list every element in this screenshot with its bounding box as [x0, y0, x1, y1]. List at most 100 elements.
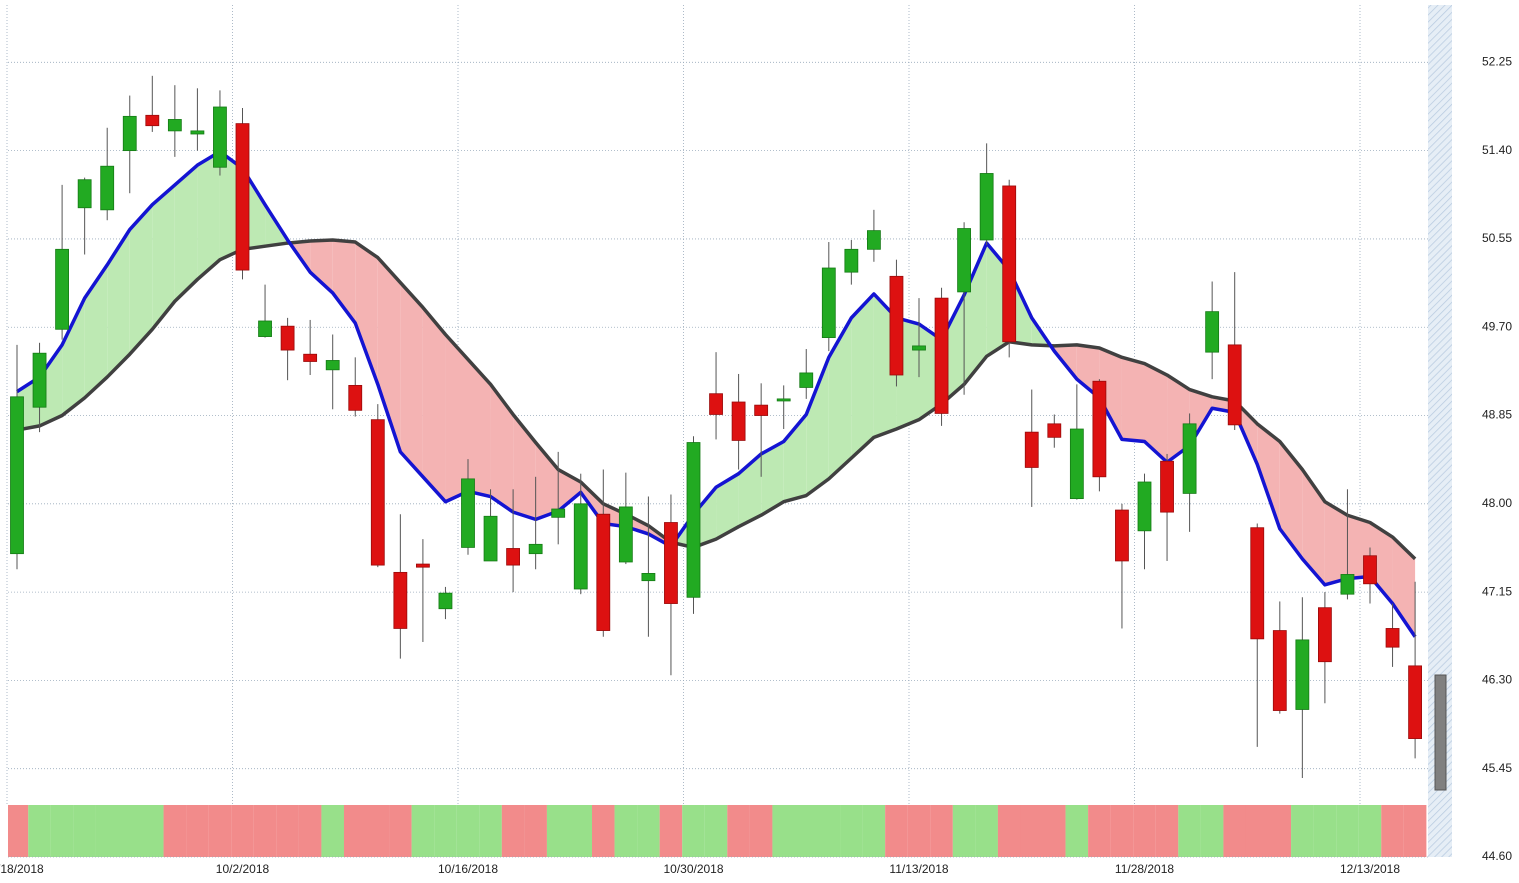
ma-fill	[738, 453, 762, 527]
signal-band	[1133, 805, 1156, 857]
candle-body	[1295, 639, 1310, 710]
signal-band	[8, 805, 29, 857]
candle-body	[438, 592, 453, 610]
candle-body	[55, 248, 69, 330]
x-tick-label: 10/30/2018	[663, 862, 723, 876]
candle-body	[912, 345, 926, 351]
signal-band	[569, 805, 593, 857]
signal-band	[1020, 805, 1044, 857]
signal-band	[276, 805, 299, 857]
signal-band	[592, 805, 615, 857]
candle-body	[799, 372, 814, 388]
ma-fill	[422, 307, 446, 502]
candle-body	[100, 165, 115, 211]
signal-band	[1313, 805, 1337, 857]
candle-body	[1024, 431, 1039, 468]
signal-band	[298, 805, 322, 857]
signal-band	[456, 805, 480, 857]
candle-body	[303, 353, 318, 362]
signal-band	[862, 805, 886, 857]
signal-band	[659, 805, 683, 857]
ma-fill	[1279, 441, 1303, 559]
candle-body	[709, 393, 723, 415]
signal-band	[975, 805, 998, 857]
signal-band	[749, 805, 773, 857]
signal-band	[704, 805, 728, 857]
candle-body	[1137, 481, 1152, 532]
signal-band	[186, 805, 209, 857]
candle-body	[1092, 380, 1107, 478]
candle-body	[122, 115, 137, 152]
candle-body	[167, 119, 182, 132]
ma-fill	[1257, 423, 1280, 529]
signal-band	[501, 805, 525, 857]
candle-body	[370, 419, 385, 566]
y-tick-label: 44.60	[1482, 849, 1512, 863]
candle-body	[1182, 423, 1197, 494]
signal-band	[163, 805, 187, 857]
signal-band	[546, 805, 570, 857]
signal-band	[73, 805, 96, 857]
candle-body	[821, 267, 836, 339]
ma-fill	[964, 243, 987, 385]
candle-body	[1318, 607, 1332, 663]
ma-fill	[716, 473, 739, 540]
candle-body	[190, 130, 205, 135]
signal-band	[794, 805, 818, 857]
ma-fill	[445, 334, 468, 502]
ma-fill	[400, 282, 423, 477]
signal-band	[50, 805, 74, 857]
signal-band	[1381, 805, 1404, 857]
candle-body	[957, 228, 971, 293]
candle-body	[1160, 460, 1174, 513]
candle-body	[731, 401, 746, 441]
signal-band	[28, 805, 51, 857]
y-tick-label: 50.55	[1482, 231, 1512, 245]
candle-body	[844, 248, 859, 273]
candle-body	[686, 442, 701, 598]
candle-body	[1115, 509, 1129, 562]
candle-body	[415, 563, 430, 568]
candle-body	[776, 398, 791, 402]
candle-body	[528, 543, 543, 555]
moving-average	[16, 238, 1417, 561]
signal-band	[95, 805, 119, 857]
signal-band	[1336, 805, 1359, 857]
y-tick-label: 46.30	[1482, 673, 1512, 687]
signal-band	[366, 805, 390, 857]
signal-band	[1110, 805, 1134, 857]
candle-body	[1363, 555, 1377, 585]
x-tick-label: 11/13/2018	[889, 862, 948, 876]
signal-band	[1178, 805, 1201, 857]
ma-fill	[84, 264, 108, 398]
ma-fill	[513, 414, 536, 520]
candle-body	[393, 571, 408, 629]
candle-body	[32, 352, 47, 408]
signal-band	[479, 805, 502, 857]
signal-band	[997, 805, 1021, 857]
candle-body	[618, 506, 633, 563]
candle-body	[979, 173, 994, 241]
signal-band	[614, 805, 638, 857]
candle-body	[1069, 428, 1084, 500]
signal-band	[907, 805, 931, 857]
candle-body	[1205, 311, 1220, 353]
candle-body	[145, 114, 160, 127]
ma-fill	[490, 384, 514, 513]
candle-body	[573, 503, 588, 590]
signal-band	[208, 805, 232, 857]
y-tick-label: 52.25	[1482, 54, 1512, 68]
candle-body	[461, 478, 475, 548]
candle-body	[1408, 665, 1422, 739]
x-tick-label: 11/28/2018	[1115, 862, 1174, 876]
signal-band	[885, 805, 908, 857]
ma-fill	[197, 151, 220, 280]
candle-body	[1250, 527, 1265, 640]
signal-band	[1403, 805, 1427, 857]
signal-band	[321, 805, 344, 857]
ma-fill	[377, 257, 401, 452]
signal-band	[772, 805, 795, 857]
ma-fill	[1392, 537, 1416, 637]
signal-band	[1088, 805, 1111, 857]
